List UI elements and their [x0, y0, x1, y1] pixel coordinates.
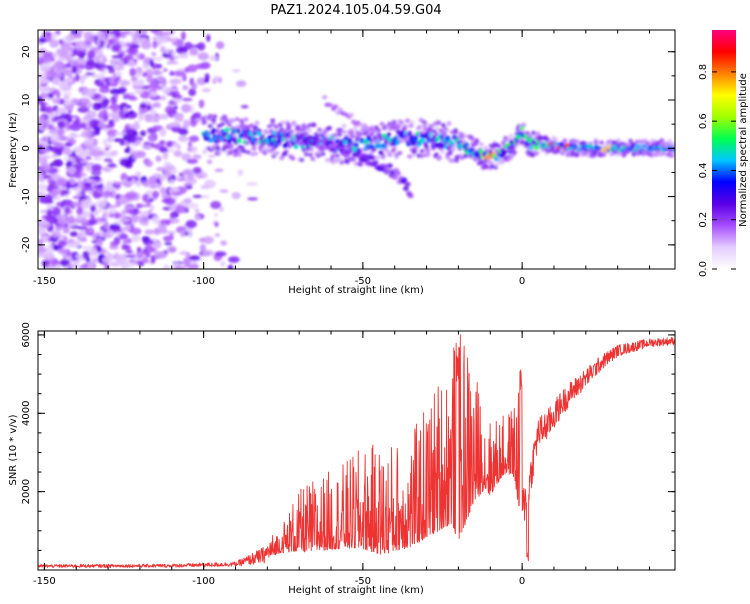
y-tick-label: 10	[21, 94, 32, 107]
snr-series-line	[38, 334, 675, 568]
heatmap-frame	[37, 29, 676, 270]
snr-panel: -150 -100 -50 0 2000 4000 6000 Height of stra…	[8, 322, 676, 596]
x-tick-label: 0	[519, 276, 525, 287]
colorbar: 0.0 0.2 0.4 0.6 0.8 Normalized spectral ampl…	[698, 30, 749, 277]
snr-y-axis-label: SNR (10 * v/v)	[8, 414, 19, 485]
y-tick-label: 4000	[21, 401, 32, 426]
heatmap-x-axis-label: Height of straight line (km)	[288, 285, 424, 296]
x-tick-label: -150	[33, 576, 56, 587]
y-tick-label: 20	[21, 45, 32, 58]
x-tick-label: -50	[355, 276, 371, 287]
colorbar-gradient	[712, 30, 736, 269]
colorbar-tick-label: 0.8	[698, 64, 709, 80]
heatmap-y-axis-label: Frequency (Hz)	[8, 112, 19, 188]
colorbar-tick-label: 0.4	[698, 162, 709, 178]
colorbar-label: Normalized spectral amplitude	[738, 73, 749, 227]
colorbar-tick-label: 0.6	[698, 113, 709, 129]
colorbar-ticks: 0.0 0.2 0.4 0.6 0.8	[698, 64, 736, 277]
heatmap-y-ticks: -20 -10 0 10 20	[21, 45, 675, 270]
x-tick-label: -100	[192, 576, 215, 587]
colorbar-tick-label: 0.2	[698, 212, 709, 228]
x-tick-label: -50	[355, 576, 371, 587]
colorbar-tick-label: 0.0	[698, 261, 709, 277]
snr-y-ticks: 2000 4000 6000	[21, 322, 675, 551]
figure-title: PAZ1.2024.105.04.59.G04	[270, 3, 441, 18]
y-tick-label: -10	[21, 188, 32, 204]
x-tick-label: -100	[192, 276, 215, 287]
snr-frame	[37, 330, 676, 571]
heatmap-image	[38, 30, 675, 269]
snr-x-ticks: -150 -100 -50 0	[33, 331, 651, 587]
snr-x-axis-label: Height of straight line (km)	[288, 585, 424, 596]
snr-plot-area	[38, 334, 675, 568]
y-tick-label: 0	[21, 145, 32, 151]
heatmap-x-ticks: -150 -100 -50 0	[33, 30, 651, 287]
x-tick-label: 0	[519, 576, 525, 587]
y-tick-label: 2000	[21, 479, 32, 504]
y-tick-label: 6000	[21, 322, 32, 347]
y-tick-label: -20	[21, 237, 32, 253]
x-tick-label: -150	[33, 276, 56, 287]
